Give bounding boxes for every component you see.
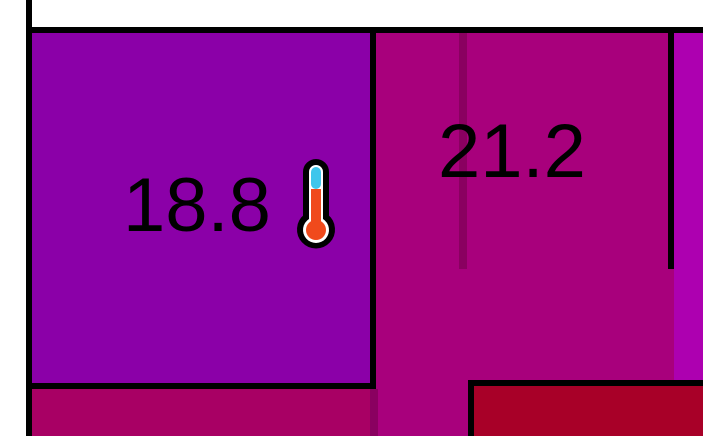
room-e-divider [370, 389, 378, 436]
thermometer-icon[interactable] [292, 156, 340, 252]
top-wall [26, 0, 703, 33]
room-e[interactable] [26, 383, 376, 436]
room-a-temperature: 18.8 [123, 163, 271, 248]
room-b-divider [459, 33, 467, 269]
room-f[interactable] [468, 380, 703, 436]
room-b[interactable] [370, 27, 674, 275]
thermometer-bulb [306, 220, 326, 240]
room-b-temperature: 21.2 [438, 109, 586, 194]
thermometer-top-fill [311, 167, 321, 189]
thermometer-mercury [311, 189, 321, 225]
